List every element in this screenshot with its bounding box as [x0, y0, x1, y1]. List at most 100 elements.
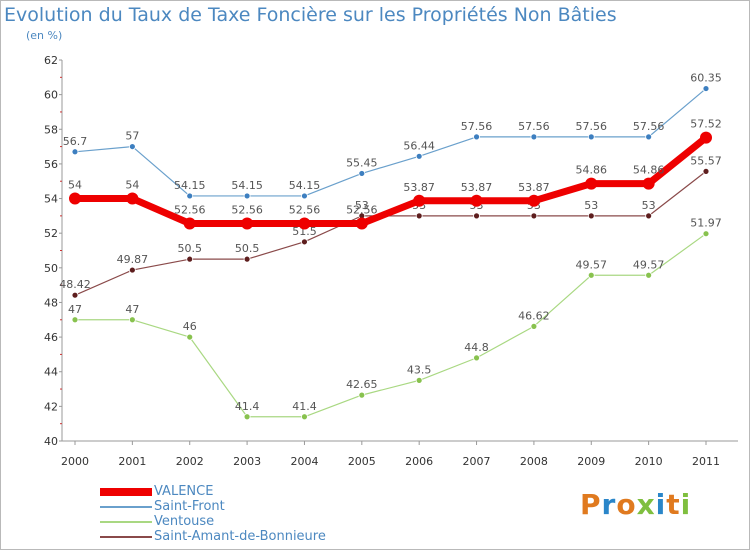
data-point-valence	[413, 194, 426, 207]
data-point-saint-front	[702, 85, 710, 92]
data-point-valence	[700, 131, 712, 144]
legend-label: VALENCE	[154, 484, 214, 499]
legend-label: Saint-Front	[154, 499, 225, 514]
data-label-ventouse: 51.97	[690, 217, 722, 230]
data-label-valence: 53.87	[518, 181, 550, 194]
data-point-saint-amant-de-bonnieure	[128, 266, 136, 274]
data-point-valence	[470, 194, 483, 207]
series-line-saint-front	[74, 88, 707, 197]
data-label-saint-front: 54.15	[289, 179, 321, 192]
data-label-ventouse: 41.4	[235, 400, 260, 413]
data-label-ventouse: 43.5	[407, 363, 432, 376]
data-point-ventouse	[473, 354, 480, 362]
y-tick-label: 46	[44, 331, 58, 344]
data-label-saint-front: 56.7	[63, 135, 88, 148]
data-point-saint-amant-de-bonnieure	[415, 212, 423, 220]
legend-swatch	[100, 506, 152, 508]
data-label-saint-amant-de-bonnieure: 53	[355, 199, 369, 212]
data-label-valence: 52.56	[289, 203, 321, 216]
proxiti-logo: Proxiti	[580, 488, 692, 521]
data-label-saint-amant-de-bonnieure: 51.5	[292, 225, 317, 238]
x-tick-label: 2006	[405, 455, 433, 468]
data-label-ventouse: 47	[125, 303, 139, 316]
data-label-saint-front: 57.56	[518, 120, 550, 133]
y-tick-label: 44	[44, 366, 58, 379]
data-point-ventouse	[71, 316, 79, 324]
chart-unit: (en %)	[26, 29, 63, 42]
data-label-ventouse: 49.57	[576, 258, 608, 271]
data-label-ventouse: 41.4	[292, 400, 317, 413]
data-label-valence: 53.87	[403, 181, 435, 194]
data-point-valence	[298, 217, 311, 230]
data-label-saint-front: 56.44	[403, 139, 435, 152]
data-point-valence	[585, 177, 598, 190]
data-label-saint-front: 60.35	[690, 72, 722, 85]
data-label-ventouse: 46.62	[518, 309, 550, 322]
data-point-valence	[642, 177, 655, 190]
data-point-saint-amant-de-bonnieure	[186, 255, 194, 263]
x-tick-label: 2005	[348, 455, 376, 468]
y-tick-label: 62	[44, 54, 58, 67]
data-label-valence: 53.87	[461, 181, 493, 194]
data-point-valence	[241, 217, 254, 230]
data-label-saint-front: 54.15	[174, 179, 206, 192]
legend-label: Ventouse	[154, 514, 215, 529]
x-tick-label: 2008	[520, 455, 548, 468]
data-label-saint-amant-de-bonnieure: 48.42	[59, 278, 91, 291]
data-point-saint-front	[128, 143, 136, 150]
data-point-ventouse	[702, 230, 710, 238]
data-point-saint-front	[587, 133, 595, 141]
data-point-saint-amant-de-bonnieure	[473, 212, 480, 220]
data-label-ventouse: 47	[68, 303, 82, 316]
data-point-ventouse	[645, 271, 653, 279]
y-tick-label: 52	[44, 227, 58, 240]
series-line-valence	[75, 134, 709, 227]
y-tick-label: 54	[44, 193, 58, 206]
data-label-valence: 54	[68, 179, 82, 192]
data-label-saint-amant-de-bonnieure: 53	[584, 199, 598, 212]
data-point-ventouse	[587, 271, 595, 279]
data-point-valence	[527, 194, 540, 207]
data-point-saint-front	[473, 133, 480, 141]
data-point-valence	[69, 192, 81, 205]
data-label-ventouse: 42.65	[346, 378, 378, 391]
data-label-valence: 54.86	[576, 164, 608, 177]
x-tick-label: 2007	[463, 455, 491, 468]
data-label-saint-amant-de-bonnieure: 55.57	[690, 154, 722, 167]
data-point-valence	[126, 192, 139, 205]
chart-title: Evolution du Taux de Taxe Foncière sur l…	[4, 4, 617, 26]
y-tick-label: 56	[44, 158, 58, 171]
data-label-saint-front: 57	[125, 130, 139, 143]
data-point-saint-front	[530, 133, 538, 141]
series-line-saint-amant-de-bonnieure	[74, 170, 707, 296]
legend-swatch	[100, 536, 152, 538]
data-label-saint-front: 55.45	[346, 156, 378, 169]
data-label-saint-amant-de-bonnieure: 53	[642, 199, 656, 212]
x-tick-label: 2009	[577, 455, 605, 468]
data-label-saint-front: 54.15	[231, 179, 263, 192]
data-label-saint-front: 57.56	[633, 120, 665, 133]
y-tick-label: 50	[44, 262, 58, 275]
data-point-valence	[183, 217, 196, 230]
y-tick-label: 58	[44, 123, 58, 136]
data-point-saint-front	[301, 192, 308, 200]
data-point-saint-front	[186, 192, 194, 200]
data-label-saint-amant-de-bonnieure: 50.5	[177, 242, 202, 255]
data-label-valence: 57.52	[690, 118, 722, 131]
data-point-saint-amant-de-bonnieure	[645, 212, 653, 220]
data-point-ventouse	[186, 333, 194, 341]
data-point-saint-amant-de-bonnieure	[301, 238, 308, 246]
x-tick-label: 2010	[635, 455, 663, 468]
data-point-saint-front	[358, 170, 366, 177]
x-tick-label: 2001	[118, 455, 146, 468]
x-tick-label: 2011	[692, 455, 720, 468]
y-tick-label: 48	[44, 296, 58, 309]
y-tick-label: 42	[44, 400, 58, 413]
data-point-saint-amant-de-bonnieure	[702, 167, 710, 175]
data-point-ventouse	[358, 391, 366, 399]
data-label-ventouse: 44.8	[464, 341, 489, 354]
legend-swatch	[100, 488, 152, 496]
data-label-valence: 52.56	[346, 203, 378, 216]
data-point-ventouse	[301, 413, 308, 421]
